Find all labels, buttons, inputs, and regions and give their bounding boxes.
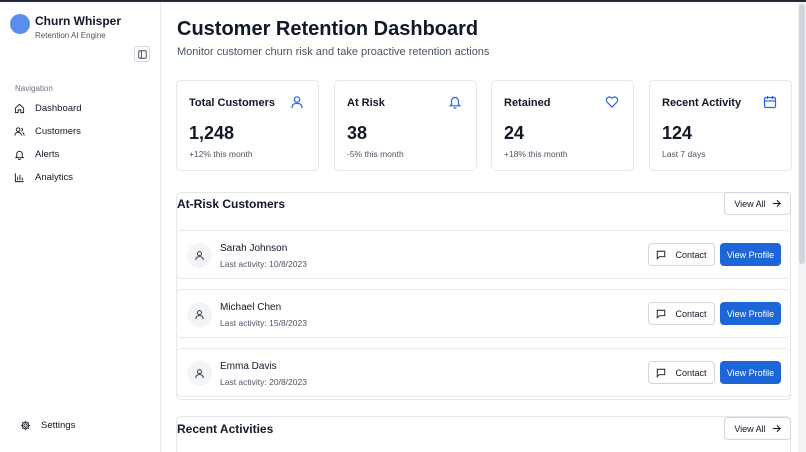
page-title: Customer Retention Dashboard <box>177 18 479 40</box>
nav-heading: Navigation <box>15 84 53 93</box>
sidebar-item-analytics[interactable]: Analytics <box>14 168 73 186</box>
window-top-border <box>0 0 806 2</box>
stat-value: 24 <box>504 123 525 143</box>
brand-name: Churn Whisper <box>35 14 121 28</box>
home-icon <box>14 103 25 113</box>
arrow-right-icon <box>772 199 781 208</box>
message-icon <box>657 368 666 378</box>
recent-view-all-button[interactable]: View All <box>724 417 791 440</box>
customer-last-activity: Last activity: 20/8/2023 <box>220 377 307 387</box>
gear-icon <box>20 420 31 431</box>
stat-value: 124 <box>662 123 693 143</box>
stat-change: Last 7 days <box>662 149 706 159</box>
stat-label: Recent Activity <box>662 97 742 109</box>
brand-subtitle: Retention AI Engine <box>35 31 106 40</box>
recent-activities-section <box>176 416 791 452</box>
stat-change: +18% this month <box>504 149 568 159</box>
sidebar-item-dashboard[interactable]: Dashboard <box>14 99 81 117</box>
stat-card-at-risk: At Risk 38 -5% this month <box>334 80 477 171</box>
sidebar-item-label: Dashboard <box>35 102 82 114</box>
stat-change: +12% this month <box>189 149 253 159</box>
avatar <box>187 302 212 327</box>
stat-card-retained: Retained 24 +18% this month <box>491 80 634 171</box>
contact-button[interactable]: Contact <box>648 243 715 266</box>
view-profile-button[interactable]: View Profile <box>720 243 781 266</box>
customer-last-activity: Last activity: 15/8/2023 <box>220 318 307 328</box>
view-all-label: View All <box>734 198 766 209</box>
contact-button[interactable]: Contact <box>648 361 715 384</box>
arrow-right-icon <box>772 424 781 433</box>
bar-chart-icon <box>14 172 24 182</box>
sidebar-panel-icon <box>137 49 147 59</box>
message-icon <box>657 250 666 260</box>
page-subtitle: Monitor customer churn risk and take pro… <box>177 46 490 58</box>
contact-label: Contact <box>675 367 707 378</box>
stat-label: Retained <box>504 97 551 109</box>
stat-value: 1,248 <box>189 123 235 143</box>
sidebar-item-label: Alerts <box>35 148 60 160</box>
avatar <box>187 361 212 386</box>
settings-label: Settings <box>41 420 76 431</box>
users-icon <box>14 126 25 136</box>
sidebar-item-label: Analytics <box>35 171 74 183</box>
message-icon <box>657 309 666 319</box>
user-icon <box>195 251 204 261</box>
customer-name: Michael Chen <box>220 302 282 313</box>
contact-label: Contact <box>675 249 707 260</box>
bell-icon <box>14 150 25 160</box>
stat-card-total-customers: Total Customers 1,248 +12% this month <box>176 80 319 171</box>
view-all-label: View All <box>734 423 766 434</box>
user-icon <box>291 96 303 109</box>
view-profile-button[interactable]: View Profile <box>720 302 781 325</box>
at-risk-view-all-button[interactable]: View All <box>724 192 791 215</box>
user-icon <box>195 369 204 379</box>
customer-name: Emma Davis <box>220 361 277 372</box>
recent-activities-title: Recent Activities <box>177 422 274 436</box>
stat-card-recent-activity: Recent Activity 124 Last 7 days <box>649 80 792 171</box>
stat-label: Total Customers <box>189 97 275 109</box>
sidebar-item-customers[interactable]: Customers <box>14 122 81 140</box>
customer-row: Sarah Johnson Last activity: 10/8/2023 C… <box>176 230 791 279</box>
sidebar-item-alerts[interactable]: Alerts <box>14 145 59 163</box>
sidebar-item-settings[interactable]: Settings <box>20 420 75 431</box>
sidebar: Churn Whisper Retention AI Engine Naviga… <box>0 2 161 452</box>
stat-label: At Risk <box>347 97 385 109</box>
heart-icon <box>605 96 619 108</box>
customer-last-activity: Last activity: 10/8/2023 <box>220 259 307 269</box>
sidebar-item-label: Customers <box>35 125 81 137</box>
stat-change: -5% this month <box>347 149 404 159</box>
calendar-icon <box>763 96 777 109</box>
sidebar-toggle-button[interactable] <box>134 46 150 62</box>
stat-value: 38 <box>347 123 368 143</box>
contact-label: Contact <box>675 308 707 319</box>
scrollbar-thumb[interactable] <box>799 4 805 264</box>
user-icon <box>195 310 204 320</box>
view-profile-button[interactable]: View Profile <box>720 361 781 384</box>
avatar <box>187 243 212 268</box>
customer-row: Michael Chen Last activity: 15/8/2023 Co… <box>176 289 791 338</box>
bell-icon <box>448 96 462 109</box>
contact-button[interactable]: Contact <box>648 302 715 325</box>
at-risk-title: At-Risk Customers <box>177 197 286 211</box>
customer-row: Emma Davis Last activity: 20/8/2023 Cont… <box>176 348 791 397</box>
main-content: Customer Retention Dashboard Monitor cus… <box>161 2 806 452</box>
brand-logo <box>10 14 30 34</box>
customer-name: Sarah Johnson <box>220 243 288 254</box>
